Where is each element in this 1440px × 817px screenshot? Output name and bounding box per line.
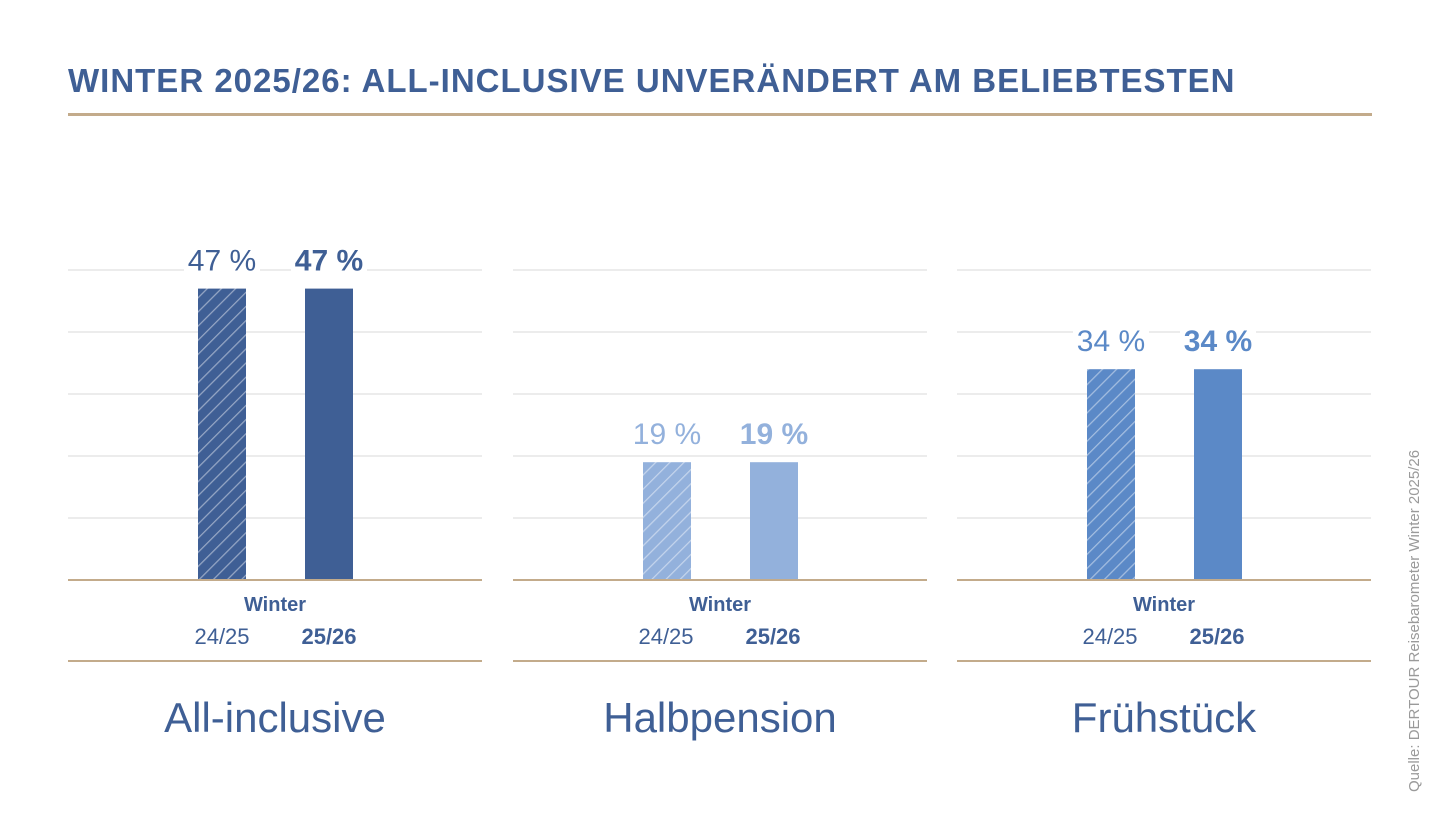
value-label-bg bbox=[629, 416, 705, 453]
value-label-fr-hst-ck-25-26: 34 % bbox=[1184, 325, 1252, 358]
value-label-bg bbox=[1073, 323, 1149, 360]
season-label-2526-all-inclusive: 25/26 bbox=[301, 624, 357, 649]
value-label-halbpension-25-26: 19 % bbox=[740, 418, 808, 451]
bar-halbpension-25-26 bbox=[750, 462, 798, 580]
season-label-2526-halbpension: 25/26 bbox=[745, 624, 801, 649]
bar-all-inclusive-24-25 bbox=[198, 288, 246, 580]
category-name-halbpension: Halbpension bbox=[603, 694, 837, 741]
season-label-2425-all-inclusive: 24/25 bbox=[194, 624, 250, 649]
value-label-all-inclusive-25-26: 47 % bbox=[295, 245, 363, 278]
value-label-halbpension-24-25: 19 % bbox=[633, 418, 701, 451]
bar-halbpension-24-25 bbox=[643, 462, 691, 580]
winter-label-halbpension: Winter bbox=[688, 594, 752, 616]
chart-title: WINTER 2025/26: ALL-INCLUSIVE UNVERÄNDER… bbox=[68, 62, 1236, 99]
value-label-bg bbox=[1180, 323, 1256, 360]
season-label-2425-fruehstueck: 24/25 bbox=[1082, 624, 1138, 649]
bar-all-inclusive-25-26 bbox=[305, 288, 353, 580]
value-label-fr-hst-ck-24-25: 34 % bbox=[1077, 325, 1145, 358]
category-name-fruehstueck: Frühstück bbox=[1071, 694, 1257, 741]
bar-fr-hst-ck-24-25 bbox=[1087, 369, 1135, 580]
season-label-2425-halbpension: 24/25 bbox=[638, 624, 694, 649]
value-label-bg bbox=[291, 242, 367, 279]
value-label-bg bbox=[184, 242, 260, 279]
season-label-2526-fruehstueck: 25/26 bbox=[1189, 624, 1245, 649]
value-label-all-inclusive-24-25: 47 % bbox=[188, 245, 256, 278]
winter-label-fruehstueck: Winter bbox=[1132, 594, 1196, 616]
source-note: Quelle: DERTOUR Reisebarometer Winter 20… bbox=[1406, 449, 1423, 792]
value-label-bg bbox=[736, 416, 812, 453]
title-rule bbox=[68, 113, 1372, 116]
bar-fr-hst-ck-25-26 bbox=[1194, 369, 1242, 580]
category-name-all-inclusive: All-inclusive bbox=[164, 694, 386, 741]
winter-label-all-inclusive: Winter bbox=[243, 594, 307, 616]
